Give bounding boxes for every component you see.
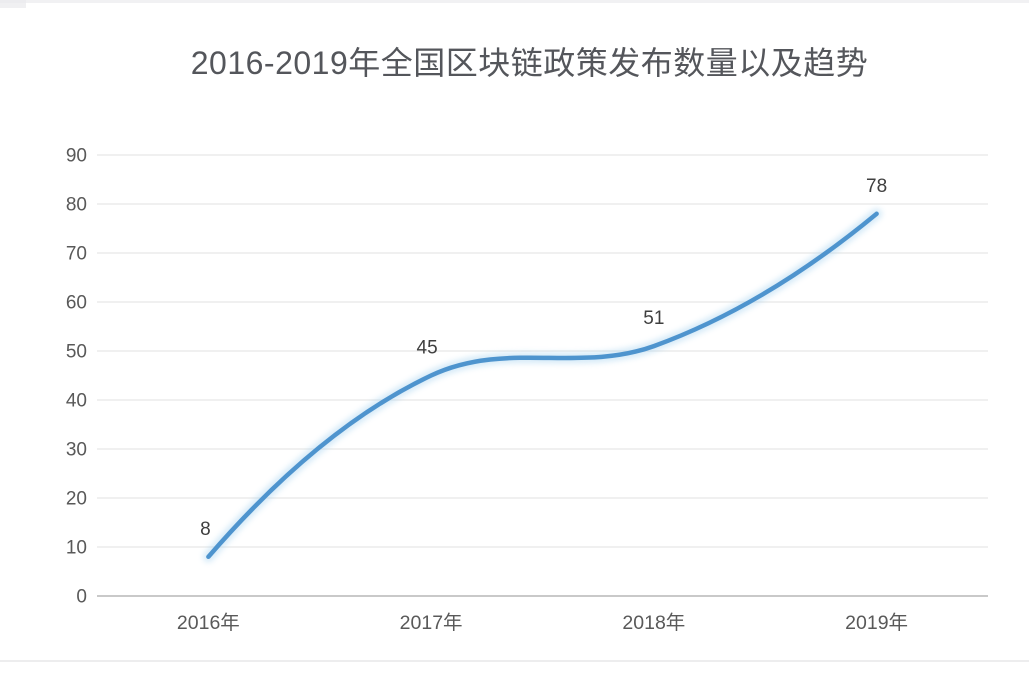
data-label: 45 xyxy=(417,338,438,359)
x-axis-label: 2017年 xyxy=(400,612,463,634)
trend-line xyxy=(206,211,879,560)
data-label: 51 xyxy=(643,308,664,329)
y-tick-label: 70 xyxy=(66,244,87,265)
y-tick-label: 10 xyxy=(66,538,87,559)
trend-line-glow xyxy=(202,208,883,563)
data-label: 78 xyxy=(866,176,887,197)
chart-title: 2016-2019年全国区块链政策发布数量以及趋势 xyxy=(190,45,869,81)
y-tick-label: 30 xyxy=(66,440,87,461)
top-left-artifact xyxy=(0,0,26,8)
x-axis-label: 2018年 xyxy=(622,612,685,634)
y-tick-label: 0 xyxy=(76,587,87,608)
y-tick-label: 60 xyxy=(66,293,87,314)
y-tick-label: 50 xyxy=(66,342,87,363)
top-edge-artifact xyxy=(0,0,1029,3)
x-axis-label: 2016年 xyxy=(177,612,240,634)
y-tick-label: 40 xyxy=(66,391,87,412)
data-label: 8 xyxy=(200,519,211,540)
y-tick-label: 20 xyxy=(66,489,87,510)
y-tick-label: 90 xyxy=(66,146,87,167)
x-axis-label: 2019年 xyxy=(845,612,908,634)
bottom-edge-line xyxy=(0,660,1029,662)
y-tick-label: 80 xyxy=(66,195,87,216)
